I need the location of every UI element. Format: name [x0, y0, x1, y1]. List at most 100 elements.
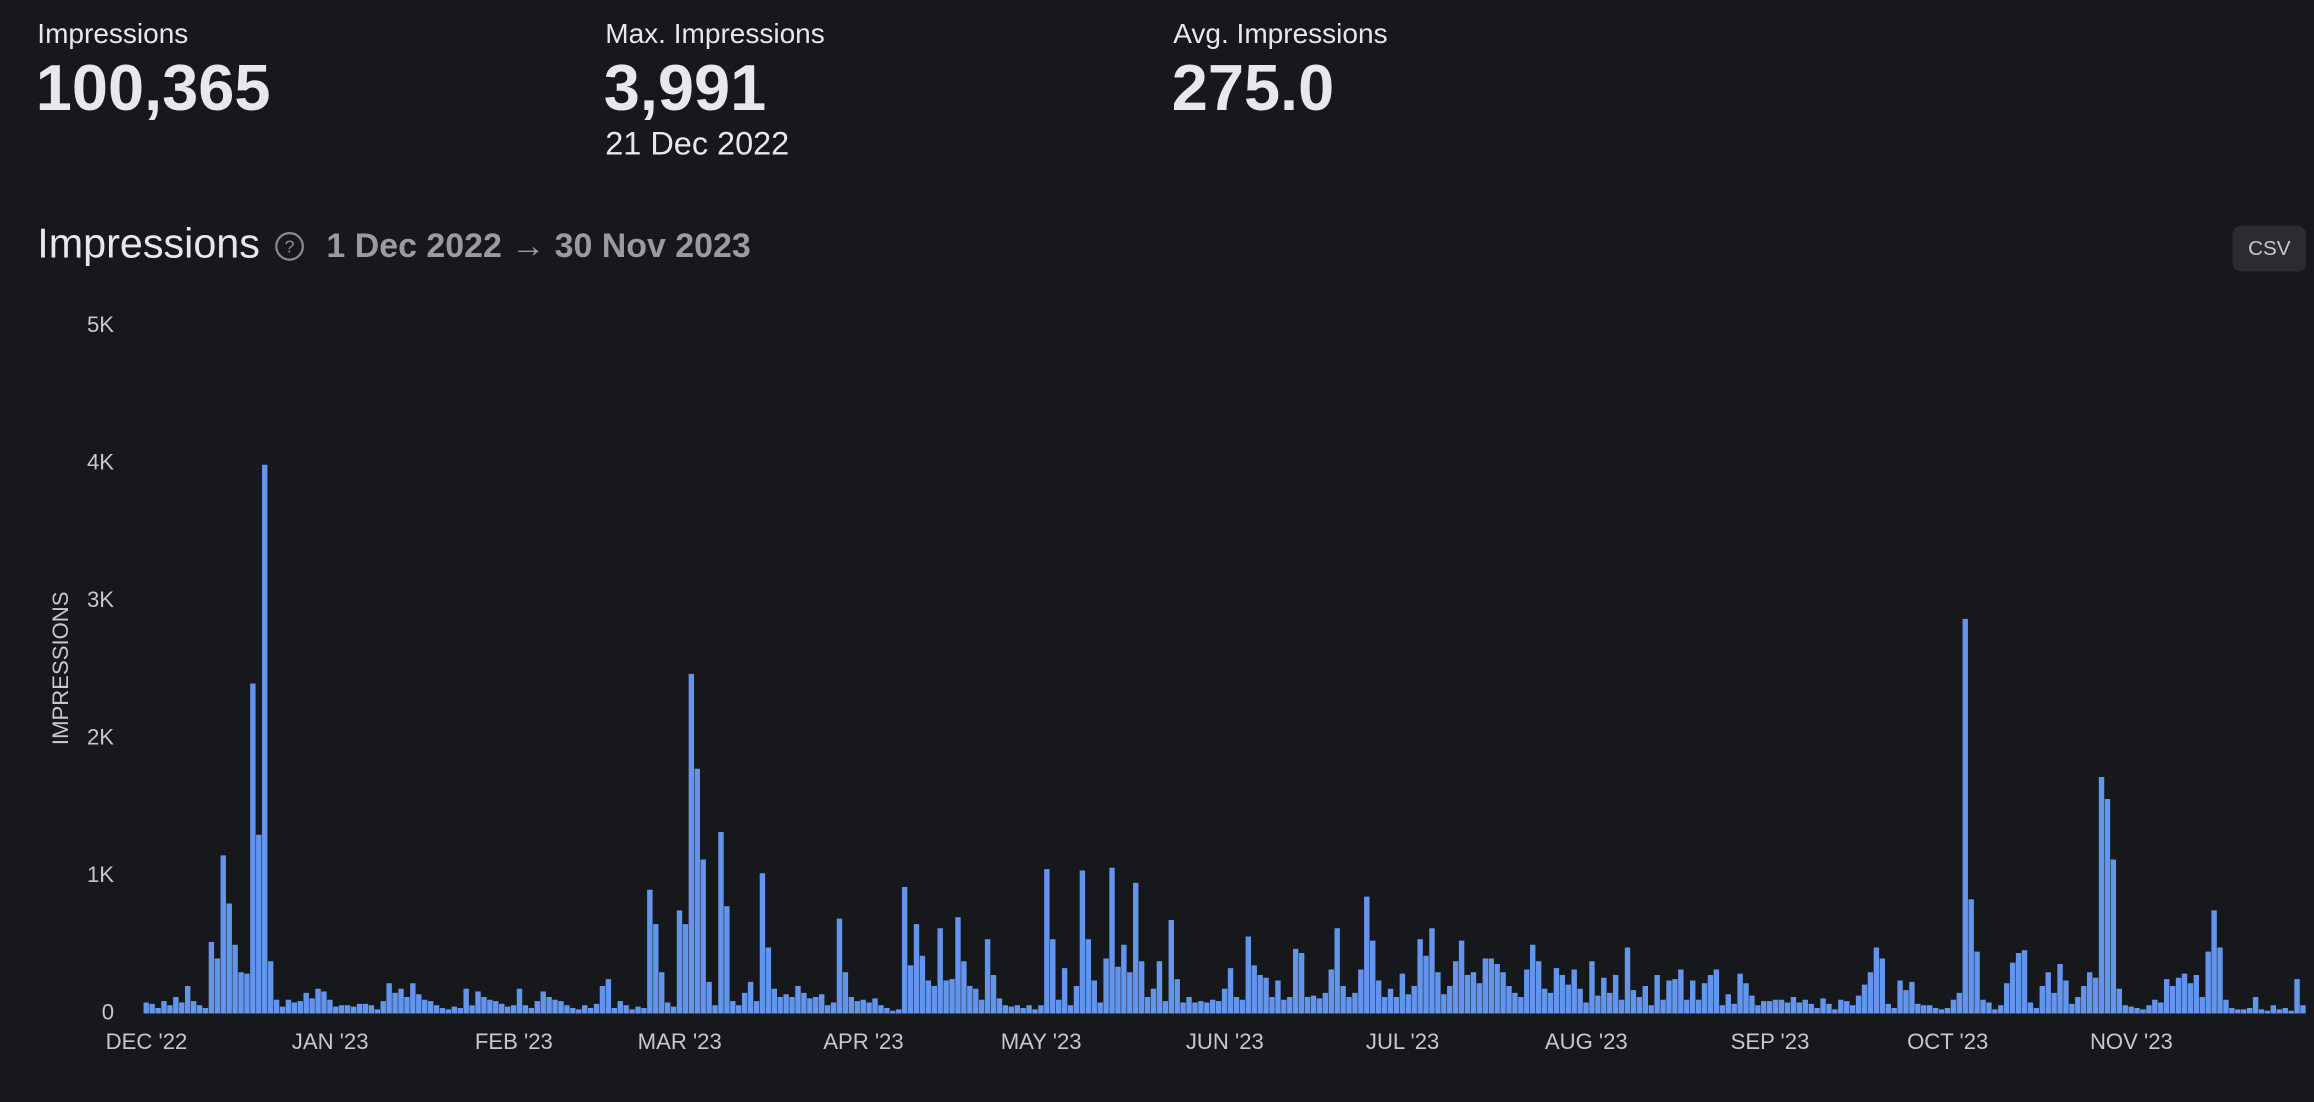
bar	[1044, 869, 1050, 1014]
bar	[2164, 979, 2170, 1014]
bar	[220, 855, 226, 1014]
bar	[1844, 1001, 1850, 1014]
bar	[1571, 969, 1577, 1014]
bar	[919, 955, 926, 1014]
bar	[1980, 999, 1986, 1014]
bar	[2086, 972, 2093, 1014]
x-tick-label: AUG '23	[1545, 1029, 1628, 1054]
bar	[872, 998, 878, 1014]
bar	[149, 1003, 155, 1014]
bar	[356, 1003, 363, 1014]
bar	[516, 988, 523, 1014]
bar	[813, 996, 819, 1014]
bar	[1998, 1005, 2004, 1014]
bar	[777, 996, 783, 1014]
bar	[1227, 968, 1234, 1014]
bar	[392, 992, 398, 1014]
bar	[1050, 939, 1056, 1014]
bar	[925, 980, 932, 1014]
bar	[1648, 1005, 1654, 1014]
bar	[818, 994, 825, 1014]
bar	[1014, 1005, 1020, 1014]
csv-button[interactable]: CSV	[2232, 225, 2307, 272]
bar	[226, 903, 232, 1014]
bar	[860, 999, 866, 1014]
bar	[1897, 980, 1903, 1014]
help-icon[interactable]: ?	[275, 231, 304, 261]
bar	[1316, 998, 1323, 1014]
bar	[771, 988, 777, 1014]
bar	[2104, 798, 2111, 1014]
bar	[1630, 990, 1637, 1014]
bar	[1719, 1005, 1726, 1014]
bar	[208, 941, 215, 1014]
bar	[1861, 984, 1868, 1014]
bar	[961, 961, 967, 1014]
bar	[984, 939, 991, 1014]
bar	[250, 683, 256, 1014]
bar	[1689, 980, 1696, 1014]
bar	[1636, 996, 1643, 1014]
bar	[1328, 969, 1334, 1014]
bar	[534, 1001, 540, 1014]
bar	[173, 996, 179, 1014]
bar	[463, 988, 469, 1014]
bar	[1737, 973, 1743, 1014]
bar	[1749, 995, 1755, 1014]
bar	[1417, 939, 1423, 1014]
bar	[1061, 968, 1068, 1014]
bar	[581, 1005, 588, 1014]
bar	[1678, 969, 1684, 1014]
bar	[1921, 1005, 1927, 1014]
bar	[309, 998, 315, 1014]
bar	[2146, 1005, 2152, 1014]
bar	[1618, 999, 1625, 1014]
bar	[552, 999, 558, 1014]
x-tick-label: SEP '23	[1731, 1029, 1810, 1054]
y-tick-label: 2K	[87, 724, 114, 749]
bar	[1334, 928, 1340, 1014]
bar	[753, 1001, 760, 1014]
bar	[1660, 999, 1666, 1014]
bar	[884, 1007, 890, 1014]
bar	[2276, 1009, 2282, 1014]
bar	[1577, 988, 1583, 1014]
bar	[1340, 985, 1346, 1014]
bar	[807, 998, 813, 1014]
bar	[2211, 910, 2217, 1014]
bar	[1275, 980, 1281, 1014]
bar	[179, 1002, 185, 1014]
bar	[1233, 996, 1240, 1014]
bar	[1986, 1002, 1992, 1014]
bar	[1393, 996, 1400, 1014]
bar	[2294, 979, 2300, 1014]
bar	[1903, 990, 1909, 1014]
bar	[1038, 1005, 1044, 1014]
stat-date: 21 Dec 2022	[605, 126, 789, 162]
bar	[1073, 985, 1080, 1014]
bar	[1494, 963, 1500, 1014]
bar	[510, 1005, 517, 1014]
bar	[2051, 992, 2057, 1014]
bar	[267, 961, 274, 1014]
bar	[605, 979, 612, 1014]
bar	[1008, 1006, 1015, 1014]
bar	[724, 906, 730, 1014]
bar	[2069, 1003, 2075, 1014]
bar	[1310, 995, 1317, 1014]
bar	[487, 999, 493, 1014]
bar	[1915, 1003, 1921, 1014]
button-label[interactable]: CSV	[2248, 237, 2291, 260]
bar	[1221, 988, 1228, 1014]
bar	[1322, 992, 1329, 1014]
bar	[1375, 980, 1382, 1014]
bar	[427, 1001, 434, 1014]
bar	[297, 1001, 303, 1014]
date-range: 1 Dec 2022 → 30 Nov 2023	[326, 227, 750, 265]
bar	[2158, 1002, 2164, 1014]
bar	[2116, 988, 2123, 1014]
bar	[1784, 1002, 1791, 1014]
bar	[528, 1007, 535, 1014]
stat-label: Avg. Impressions	[1173, 18, 1387, 49]
